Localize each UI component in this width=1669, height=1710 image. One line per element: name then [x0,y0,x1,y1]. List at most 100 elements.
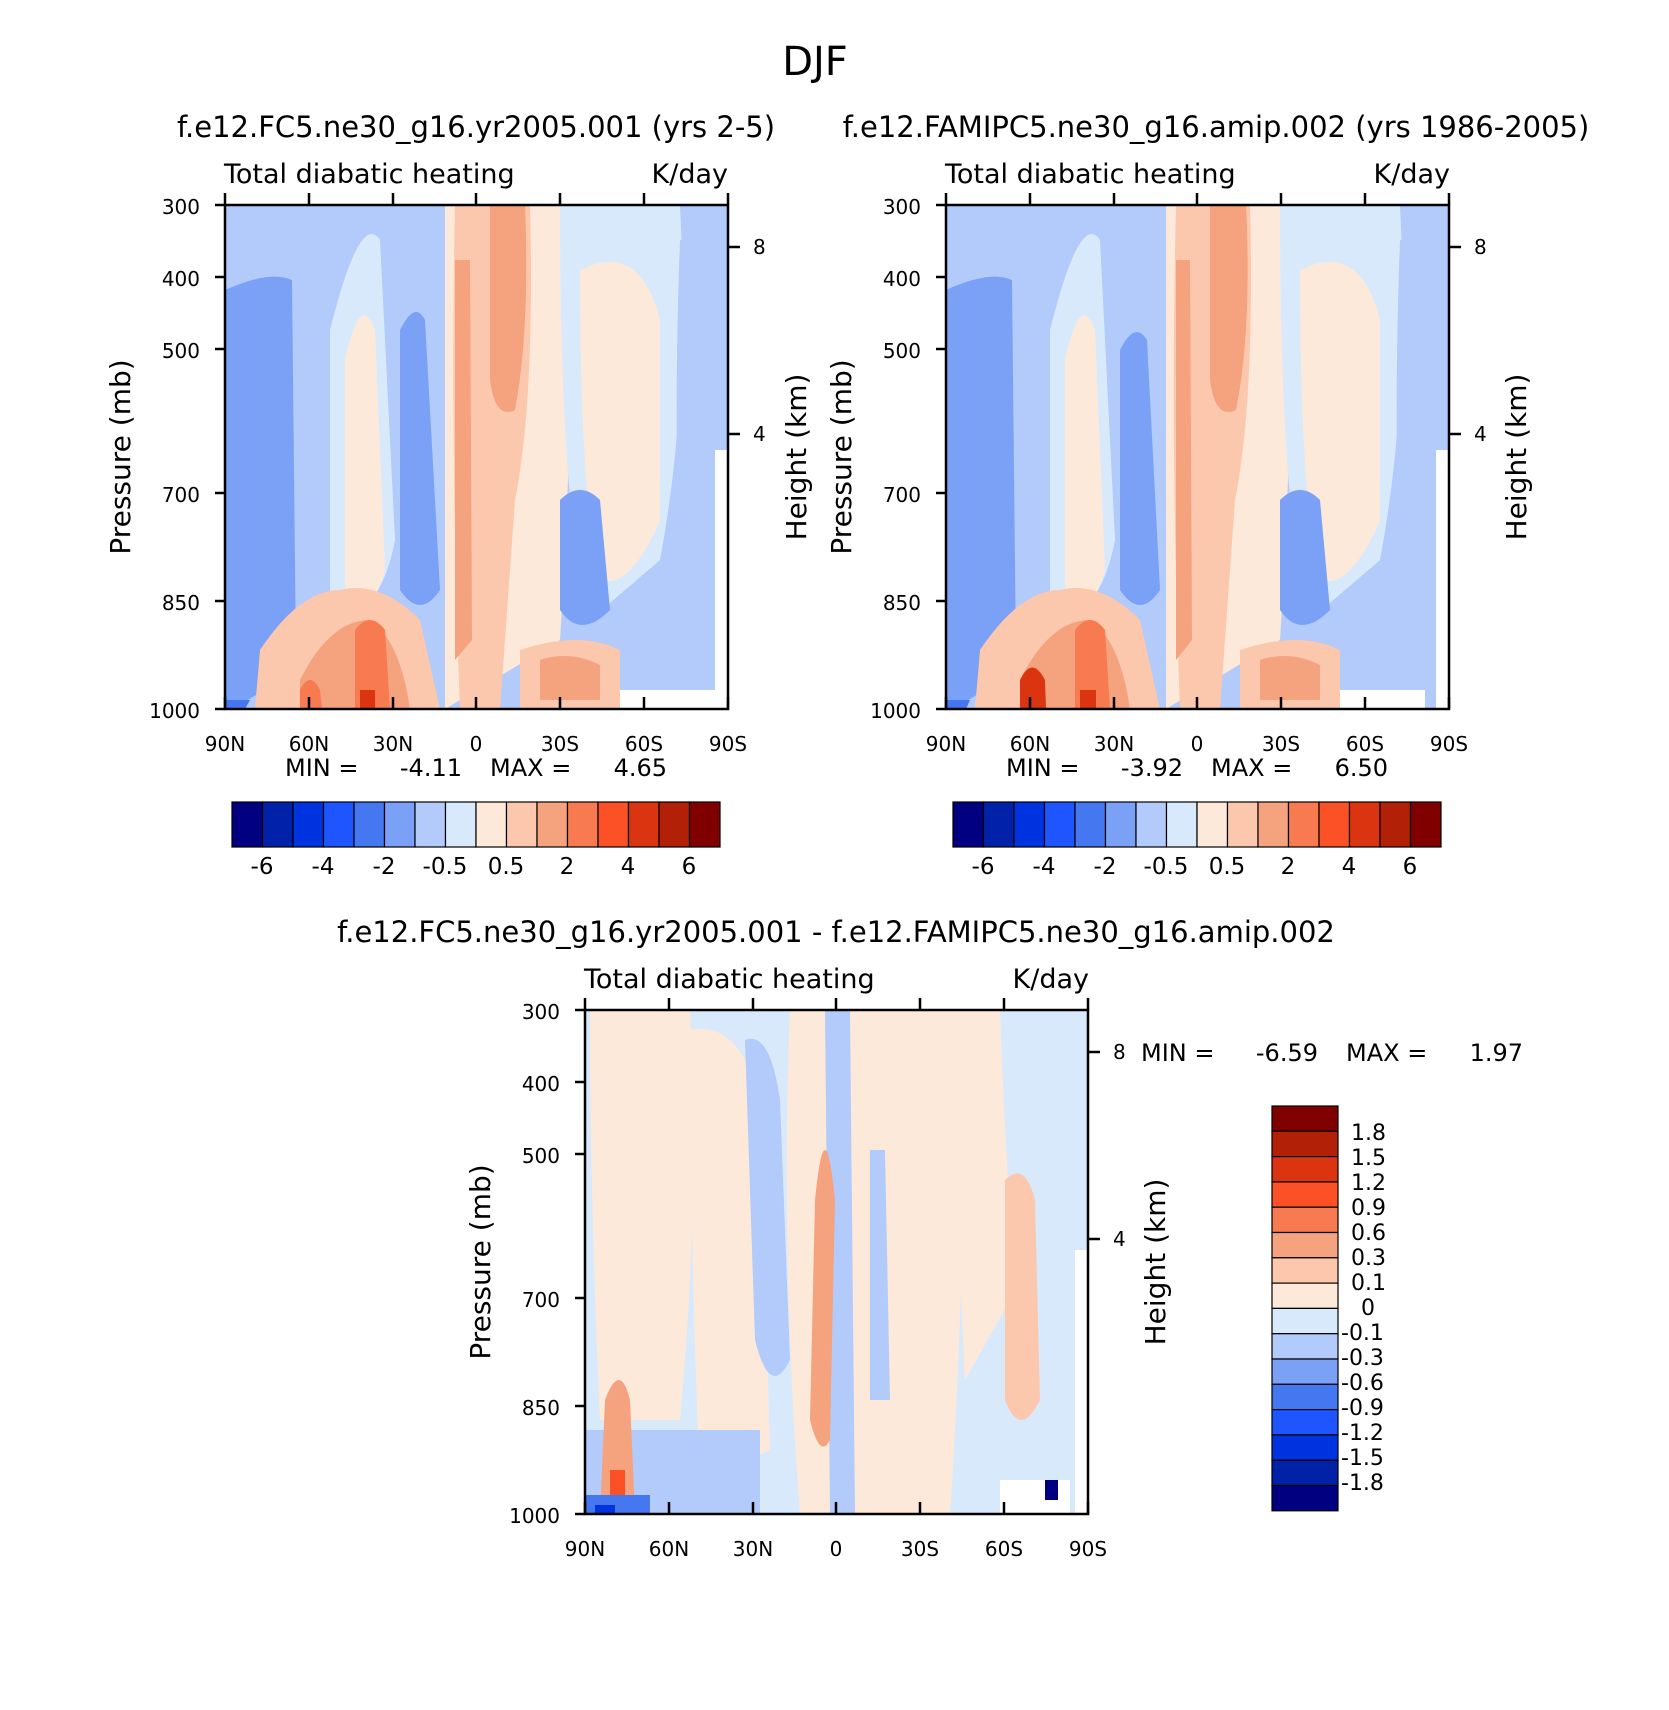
panel-right-stats: MIN = -3.92 MAX = 6.50 [1006,754,1388,782]
panel-left-cb-label-6: 2 [560,854,575,880]
panel-diff-plot [583,1008,1090,1516]
panel-left-htick-8: 8 [753,235,766,259]
panel-left-colorbar-box-2 [261,801,294,848]
panel-diff-cb-label-12: -0.9 [1341,1396,1384,1421]
panel-left-height-axis: 8 4 Height (km) [728,235,813,540]
panel-left-x-axis: 90N 60N 30N 0 30S 60S 90S [205,193,747,756]
panel-diff-cb-label-8: 0 [1361,1296,1375,1321]
panel-diff-title: f.e12.FC5.ne30_g16.yr2005.001 - f.e12.FA… [337,915,1335,949]
panel-left-ytick-400: 400 [162,267,200,291]
panel-left-subtitle-left: Total diabatic heating [223,159,515,190]
panel-diff-colorbar-box-11 [1271,1358,1339,1385]
panel-diff-subtitle-right: K/day [1013,964,1089,995]
panel-right-xtick-0: 0 [1191,732,1204,756]
panel-diff-subtitle-left: Total diabatic heating [583,964,875,995]
panel-diff-colorbar-box-4 [1271,1181,1339,1208]
panel-diff-cb-label-14: -1.5 [1341,1446,1384,1471]
panel-right-ytick-700: 700 [883,483,921,507]
panel-diff-colorbar-box-12 [1271,1383,1339,1411]
panel-right-colorbar-box-15 [1379,801,1412,848]
panel-right-ytick-300: 300 [883,195,921,219]
panel-left-colorbar-box-9 [475,801,508,848]
panel-left-xtick-60s: 60S [625,732,663,756]
panel-diff-xtick-60n: 60N [649,1537,689,1561]
panel-diff-cb-label-9: -0.1 [1341,1321,1384,1346]
panel-diff-ytick-1000: 1000 [509,1504,560,1528]
panel-right-cb-label-3: -2 [1094,854,1117,880]
panel-diff-ytick-700: 700 [522,1288,560,1312]
panel-left-cb-label-3: -2 [373,854,396,880]
panel-right-colorbar-box-10 [1226,801,1259,848]
panel-left-colorbar-box-3 [292,801,325,848]
panel-right-ylabel-right: Height (km) [1500,374,1533,541]
panel-right-colorbar-box-1 [952,801,985,848]
panel-diff-y-axis: 300 400 500 700 850 1000 Pressure (mb) [464,1000,585,1528]
panel-left-min-value: -4.11 [400,754,462,782]
panel-left-ytick-1000: 1000 [149,699,200,723]
panel-right-colorbar-box-12 [1287,801,1320,848]
panel-left-colorbar-box-4 [322,801,355,848]
panel-diff-colorbar-box-16 [1271,1484,1339,1512]
panel-left-colorbar: -6 -4 -2 -0.5 0.5 2 4 6 [231,801,721,880]
panel-diff-colorbar-box-7 [1271,1257,1339,1284]
panel-diff-ytick-300: 300 [522,1000,560,1024]
panel-left-cb-label-1: -6 [251,854,274,880]
panel-left-colorbar-box-14 [627,801,660,848]
panel-right-colorbar-box-13 [1318,801,1351,848]
panel-right-colorbar-box-9 [1196,801,1229,848]
panel-left-max-label: MAX = [490,754,571,782]
panel-right-colorbar-box-16 [1409,801,1442,848]
panel-diff-cb-label-6: 0.3 [1351,1246,1386,1271]
panel-right-x-axis: 90N 60N 30N 0 30S 60S 90S [926,193,1468,756]
panel-right-colorbar-box-3 [1013,801,1046,848]
panel-left-title: f.e12.FC5.ne30_g16.yr2005.001 (yrs 2-5) [177,110,775,144]
panel-diff-colorbar-box-14 [1271,1434,1339,1461]
panel-left-cb-label-4: -0.5 [423,854,468,880]
panel-right-cb-label-2: -4 [1033,854,1056,880]
panel-right-subtitle-left: Total diabatic heating [944,159,1236,190]
panel-diff-colorbar-box-2 [1271,1130,1339,1158]
panel-diff-colorbar-box-5 [1271,1206,1339,1234]
panel-right-xtick-90s: 90S [1430,732,1468,756]
panel-diff-colorbar-box-3 [1271,1155,1339,1183]
panel-right-height-axis: 8 4 Height (km) [1449,235,1533,540]
panel-diff-max-value: 1.97 [1470,1039,1523,1067]
panel-left-plot [223,203,730,711]
panel-right-xtick-30s: 30S [1262,732,1300,756]
panel-diff-xtick-60s: 60S [985,1537,1023,1561]
panel-left-xtick-30s: 30S [541,732,579,756]
panel-right-max-label: MAX = [1211,754,1292,782]
panel-diff-colorbar-box-15 [1271,1459,1339,1487]
panel-right-cb-label-7: 4 [1342,854,1357,880]
panel-left-colorbar-box-1 [231,801,264,848]
panel-diff-colorbar-boxes [1271,1105,1339,1512]
panel-left-colorbar-box-10 [505,801,538,848]
panel-diff-cb-label-1: 1.8 [1351,1121,1386,1146]
panel-diff-colorbar-box-8 [1271,1282,1339,1309]
panel-left-xtick-60n: 60N [289,732,329,756]
panel-left-colorbar-box-16 [688,801,721,848]
panel-left-ytick-850: 850 [162,591,200,615]
panel-right-y-axis: 300 400 500 700 850 1000 Pressure (mb) [825,195,946,723]
panel-right-cb-label-4: -0.5 [1144,854,1189,880]
panel-diff-cb-label-15: -1.8 [1341,1471,1384,1496]
panel-left-xtick-90n: 90N [205,732,245,756]
panel-diff-ytick-850: 850 [522,1396,560,1420]
panel-right-colorbar-box-11 [1257,801,1290,848]
panel-left-colorbar-box-12 [566,801,599,848]
panel-diff-htick-4: 4 [1113,1227,1126,1251]
panel-right-title: f.e12.FAMIPC5.ne30_g16.amip.002 (yrs 198… [843,110,1590,144]
panel-left-colorbar-box-13 [597,801,630,848]
panel-right-htick-4: 4 [1474,422,1487,446]
panel-diff-cb-label-10: -0.3 [1341,1346,1384,1371]
panel-left-colorbar-box-8 [444,801,477,848]
panel-diff-cb-label-7: 0.1 [1351,1271,1386,1296]
panel-diff-htick-8: 8 [1113,1040,1126,1064]
panel-diff-colorbar-box-13 [1271,1408,1339,1436]
panel-left-ylabel-right: Height (km) [780,374,813,541]
panel-diff-colorbar-box-6 [1271,1231,1339,1259]
panel-diff-max-label: MAX = [1346,1039,1427,1067]
panel-left-cb-label-7: 4 [621,854,636,880]
panel-right-xtick-60s: 60S [1346,732,1384,756]
